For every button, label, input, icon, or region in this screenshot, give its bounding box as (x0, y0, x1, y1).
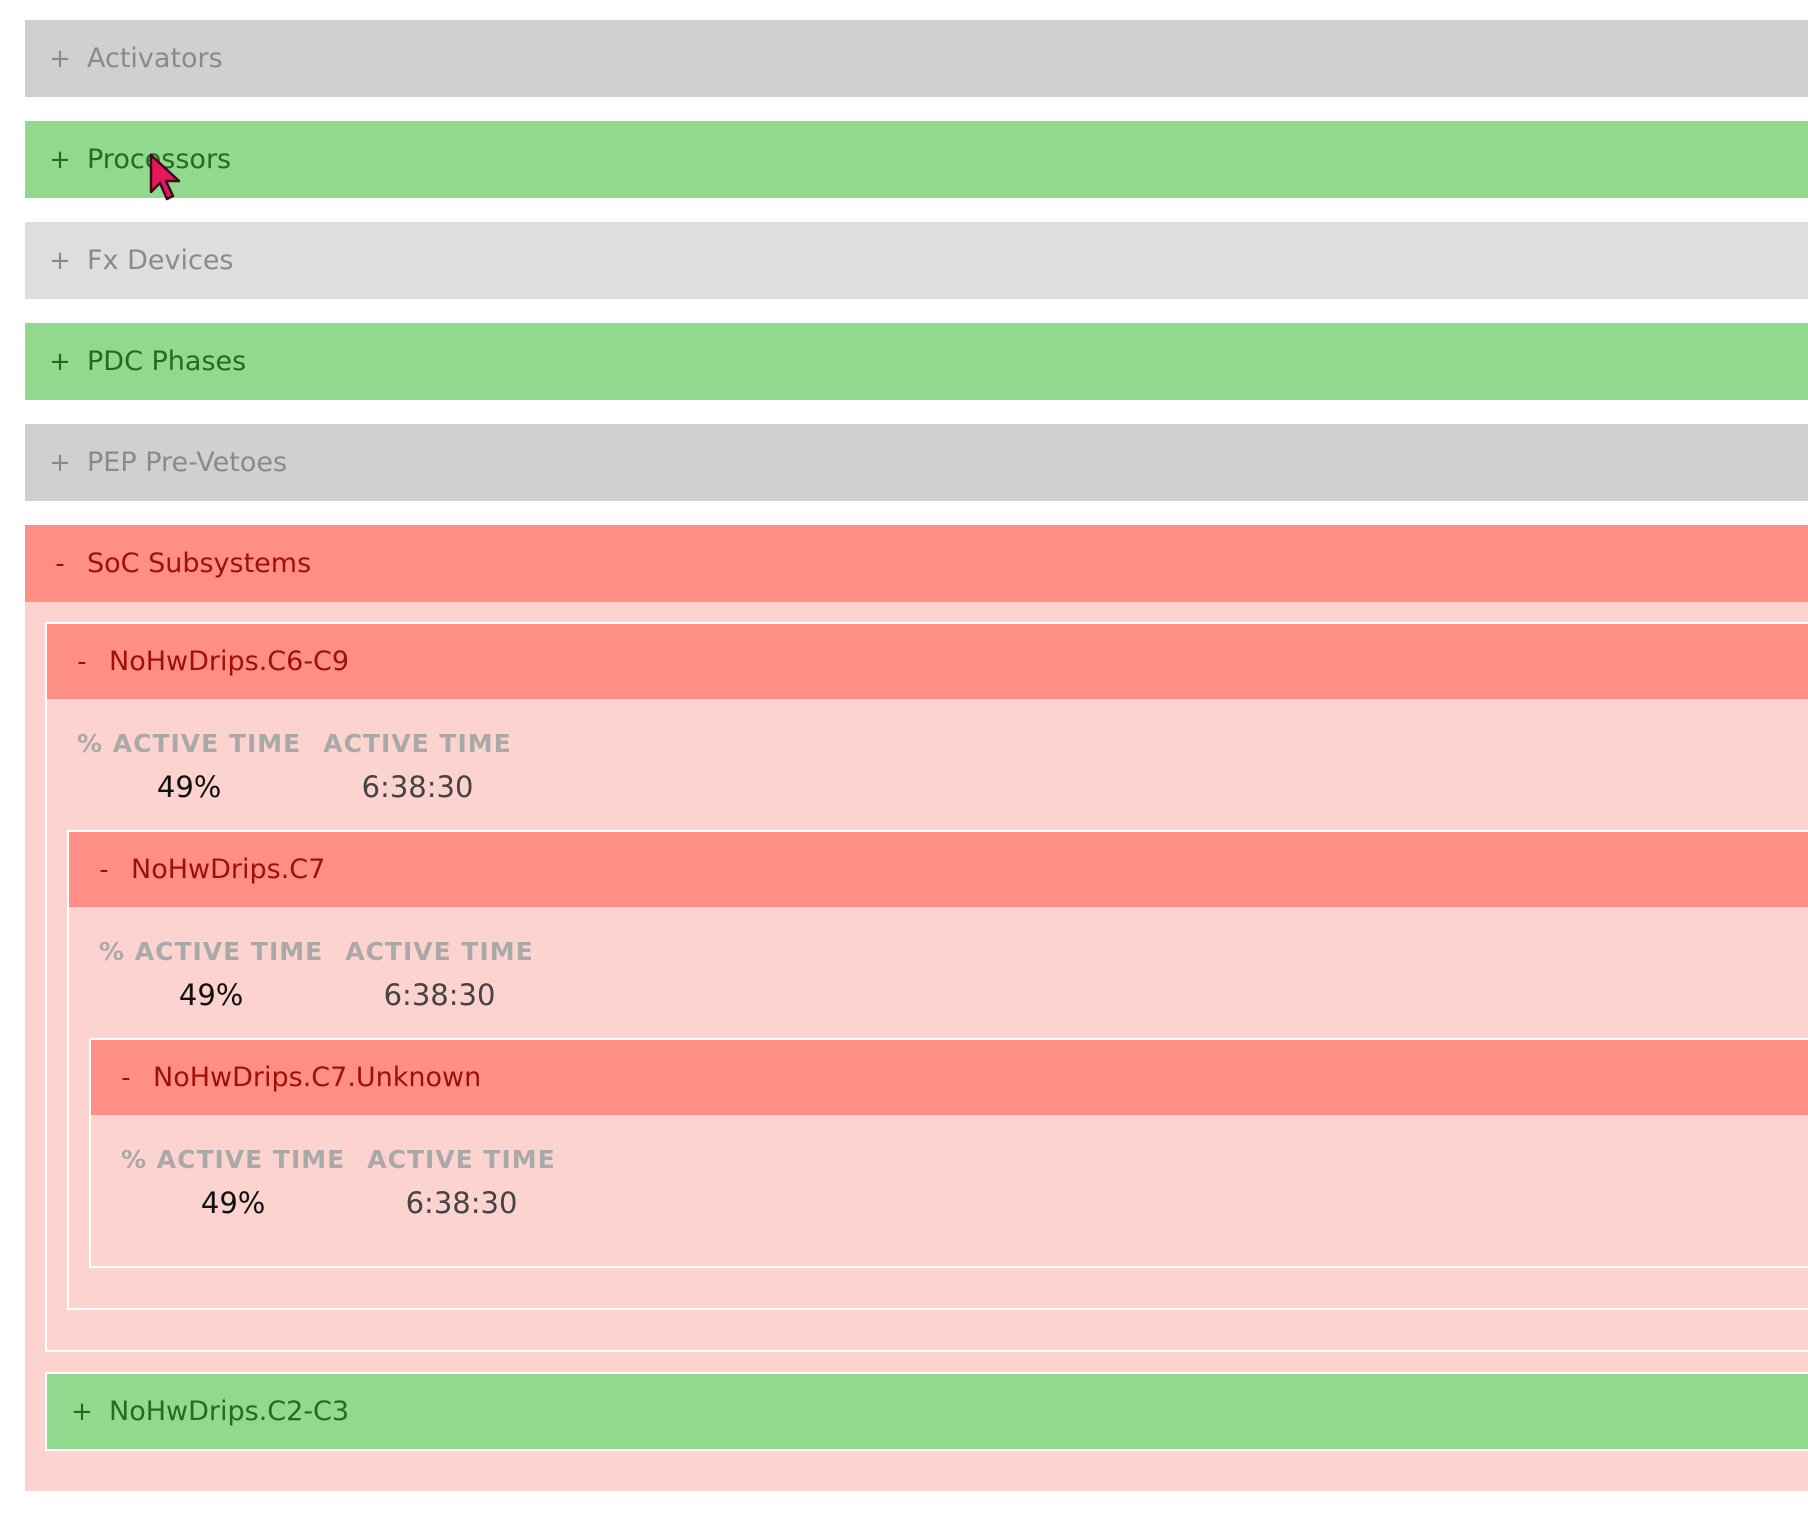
section-label: NoHwDrips.C7 (131, 854, 326, 885)
stat-label: % ACTIVE TIME (77, 729, 302, 758)
section-soc-subsystems[interactable]: - SoC Subsystems (25, 525, 1808, 602)
stat-value: 6:38:30 (405, 1186, 518, 1220)
expand-toggle-icon[interactable]: + (49, 447, 71, 478)
section-label: Activators (87, 43, 223, 74)
stat-active-time: ACTIVE TIME 6:38:30 (323, 729, 512, 804)
section-label: NoHwDrips.C2-C3 (109, 1396, 350, 1427)
collapse-toggle-icon[interactable]: - (99, 854, 109, 885)
section-pdc-phases[interactable]: + PDC Phases (25, 323, 1808, 400)
section-pep-pre-vetoes[interactable]: + PEP Pre-Vetoes (25, 424, 1808, 501)
collapse-toggle-icon[interactable]: - (55, 548, 65, 579)
stat-label: % ACTIVE TIME (121, 1145, 346, 1174)
panel-nohwdrips-c2-c3: + NoHwDrips.C2-C3 (45, 1372, 1808, 1451)
header-nohwdrips-c7-unknown[interactable]: - NoHwDrips.C7.Unknown (91, 1040, 1808, 1115)
header-nohwdrips-c6-c9[interactable]: - NoHwDrips.C6-C9 (47, 624, 1808, 699)
panel-nohwdrips-c7: - NoHwDrips.C7 % ACTIVE TIME 49% ACTIVE … (67, 830, 1808, 1310)
stat-pct-active-time: % ACTIVE TIME 49% (121, 1145, 345, 1220)
soc-subsystems-panel: - NoHwDrips.C6-C9 % ACTIVE TIME 49% ACTI… (25, 602, 1808, 1491)
section-label: PDC Phases (87, 346, 247, 377)
section-label: NoHwDrips.C6-C9 (109, 646, 350, 677)
section-activators[interactable]: + Activators (25, 20, 1808, 97)
stat-value: 49% (156, 770, 222, 804)
stat-label: % ACTIVE TIME (99, 937, 324, 966)
report-sections: + Activators + Processors + Fx Devices +… (25, 20, 1808, 1491)
stat-pct-active-time: % ACTIVE TIME 49% (77, 729, 301, 804)
expand-toggle-icon[interactable]: + (49, 346, 71, 377)
stat-value: 6:38:30 (383, 978, 496, 1012)
stat-value: 49% (200, 1186, 266, 1220)
stat-label: ACTIVE TIME (323, 729, 512, 758)
stat-label: ACTIVE TIME (367, 1145, 556, 1174)
expand-toggle-icon[interactable]: + (49, 144, 71, 175)
collapse-toggle-icon[interactable]: - (77, 646, 87, 677)
section-label: PEP Pre-Vetoes (87, 447, 288, 478)
section-processors[interactable]: + Processors (25, 121, 1808, 198)
stats-row: % ACTIVE TIME 49% ACTIVE TIME 6:38:30 (69, 907, 1808, 1038)
stat-value: 6:38:30 (361, 770, 474, 804)
collapse-toggle-icon[interactable]: - (121, 1062, 131, 1093)
expand-toggle-icon[interactable]: + (71, 1396, 93, 1427)
stats-row: % ACTIVE TIME 49% ACTIVE TIME 6:38:30 (91, 1115, 1808, 1266)
header-nohwdrips-c7[interactable]: - NoHwDrips.C7 (69, 832, 1808, 907)
stat-active-time: ACTIVE TIME 6:38:30 (367, 1145, 556, 1220)
stat-label: ACTIVE TIME (345, 937, 534, 966)
section-label: NoHwDrips.C7.Unknown (153, 1062, 482, 1093)
stat-active-time: ACTIVE TIME 6:38:30 (345, 937, 534, 1012)
panel-nohwdrips-c6-c9: - NoHwDrips.C6-C9 % ACTIVE TIME 49% ACTI… (45, 622, 1808, 1352)
stat-pct-active-time: % ACTIVE TIME 49% (99, 937, 323, 1012)
section-label: Fx Devices (87, 245, 234, 276)
panel-nohwdrips-c7-unknown: - NoHwDrips.C7.Unknown % ACTIVE TIME 49%… (89, 1038, 1808, 1268)
header-nohwdrips-c2-c3[interactable]: + NoHwDrips.C2-C3 (47, 1374, 1808, 1449)
expand-toggle-icon[interactable]: + (49, 43, 71, 74)
section-fx-devices[interactable]: + Fx Devices (25, 222, 1808, 299)
mouse-pointer-icon (149, 153, 181, 201)
section-label: SoC Subsystems (87, 548, 312, 579)
stat-value: 49% (178, 978, 244, 1012)
stats-row: % ACTIVE TIME 49% ACTIVE TIME 6:38:30 (47, 699, 1808, 830)
expand-toggle-icon[interactable]: + (49, 245, 71, 276)
